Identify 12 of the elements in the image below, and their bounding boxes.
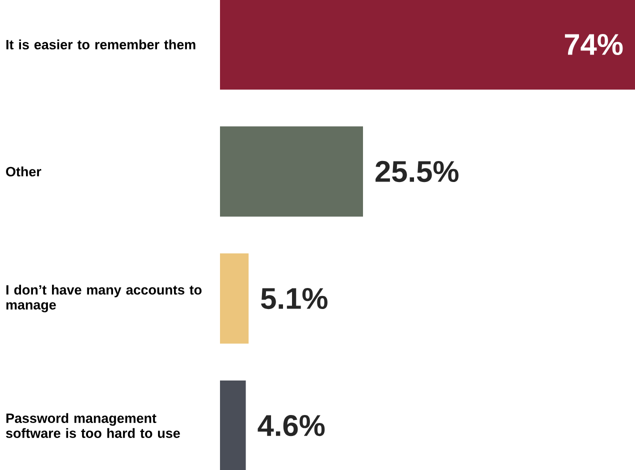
bar — [220, 380, 246, 470]
bar — [220, 253, 249, 344]
data-label: 4.6% — [258, 414, 325, 436]
data-label: 74% — [564, 34, 623, 55]
y-tick-label: It is easier to remember them — [6, 40, 196, 50]
y-tick-label: Password management software is too hard to use — [6, 413, 180, 438]
data-label: 5.1% — [261, 288, 328, 310]
bar — [220, 126, 364, 217]
y-tick-label: Other — [6, 166, 42, 176]
bar — [220, 0, 635, 90]
data-label: 25.5% — [376, 160, 458, 182]
y-tick-label: I don’t have many accounts to manage — [6, 284, 202, 312]
